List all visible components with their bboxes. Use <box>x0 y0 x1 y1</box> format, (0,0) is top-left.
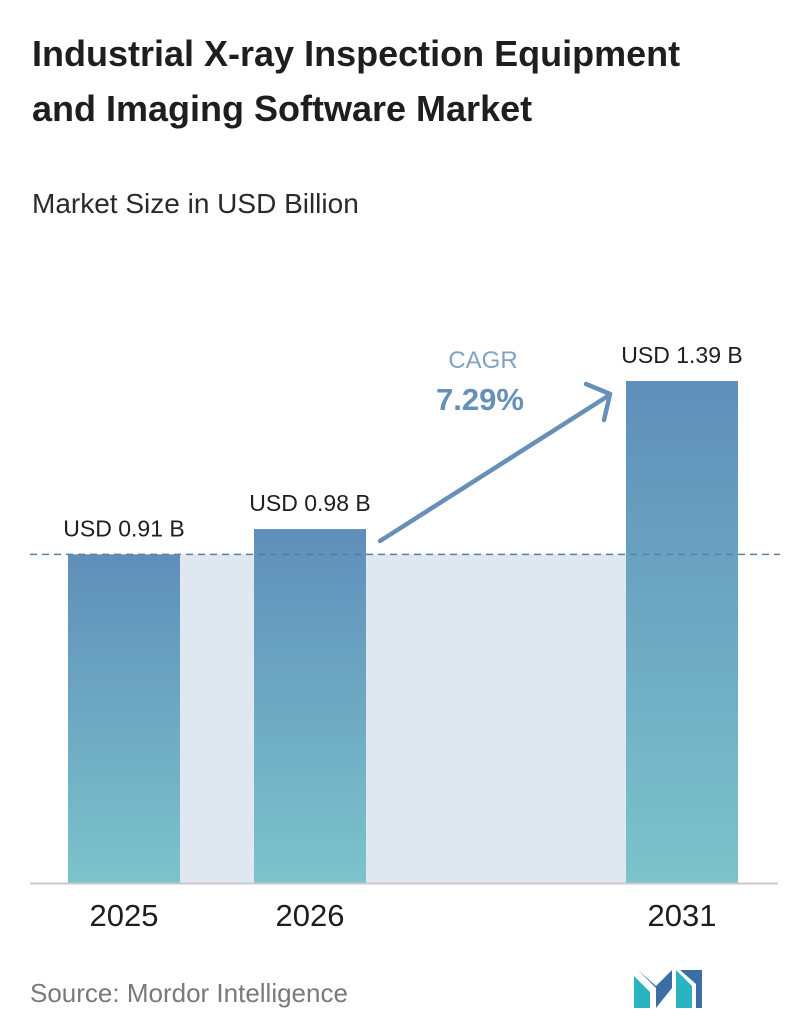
value-label-2025: USD 0.91 B <box>63 515 184 541</box>
cagr-value: 7.29% <box>436 382 524 417</box>
bar-chart: USD 0.91 B USD 0.98 B USD 1.39 B 2025 2026 2… <box>30 342 780 933</box>
value-label-2031: USD 1.39 B <box>621 342 742 368</box>
cagr-annotation: CAGR 7.29% <box>377 347 613 544</box>
bar-2026 <box>254 529 366 883</box>
x-tick-label-2031: 2031 <box>648 898 717 933</box>
cagr-label: CAGR <box>448 347 517 374</box>
value-label-2026: USD 0.98 B <box>249 490 370 516</box>
x-tick-label-2026: 2026 <box>276 898 345 933</box>
mordor-intelligence-logo-icon <box>634 970 702 1008</box>
bar-2025 <box>68 554 180 883</box>
source-note: Source: Mordor Intelligence <box>30 978 348 1008</box>
bar-2031 <box>626 381 738 883</box>
chart-subtitle: Market Size in USD Billion <box>32 188 359 219</box>
cagr-arrowhead-icon <box>583 381 613 423</box>
x-tick-label-2025: 2025 <box>90 898 159 933</box>
chart-title: Industrial X-ray Inspection Equipment an… <box>32 33 681 129</box>
cagr-arrow <box>377 393 611 544</box>
